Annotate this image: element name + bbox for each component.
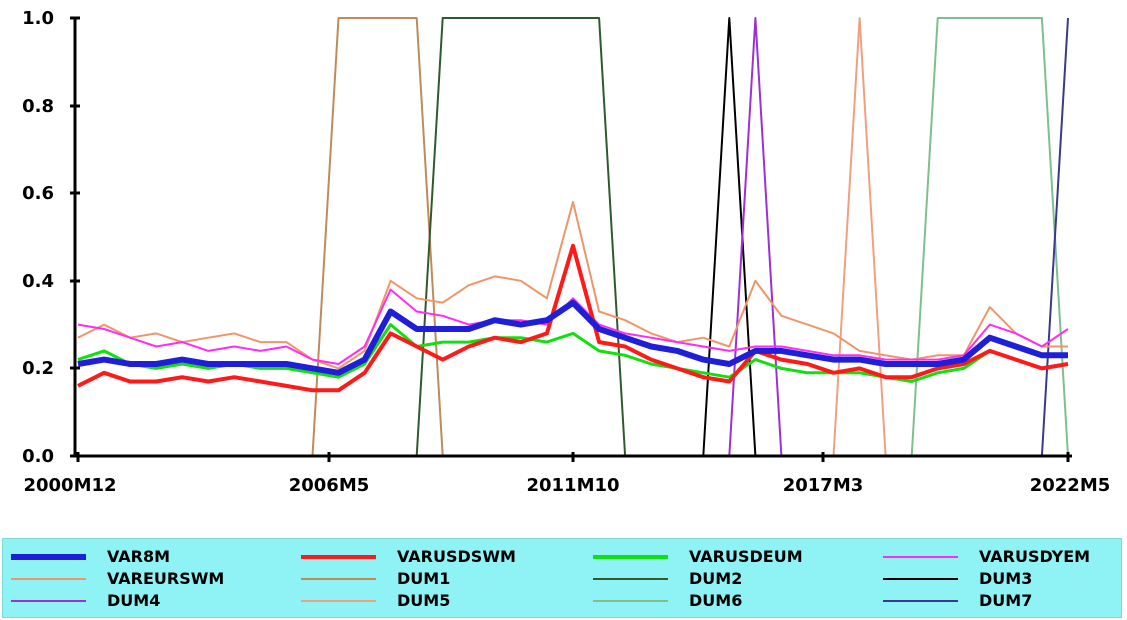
legend-label: DUM4 (107, 591, 161, 610)
x-tick: 2011M10 (526, 452, 620, 496)
legend-swatch (883, 578, 958, 580)
x-tick-label: 2011M10 (526, 475, 619, 496)
series-line-dum7 (78, 17, 1069, 457)
x-axis-ticks: 2000M12 2006M5 2011M10 2017M3 2022M5 (23, 452, 1110, 496)
series-layer (77, 17, 1069, 457)
legend-label: VARUSDEUM (689, 547, 803, 566)
legend-swatch (301, 578, 376, 580)
y-tick: 1.0 (22, 8, 80, 29)
legend-label: VAREURSWM (107, 569, 225, 588)
x-tick-label: 2022M5 (1030, 475, 1111, 496)
series-line-dum4 (78, 17, 1068, 457)
y-axis-ticks: 0.0 0.2 0.4 0.6 0.8 1.0 (22, 8, 80, 467)
legend-label: DUM7 (979, 591, 1033, 610)
series-line-varusdyem (77, 288, 1069, 365)
x-tick: 2000M12 (23, 452, 117, 496)
legend-label: DUM6 (689, 591, 743, 610)
y-tick: 0.0 (22, 446, 80, 467)
y-tick: 0.8 (22, 96, 80, 117)
series-line-vareurswm (77, 201, 1068, 370)
series-line-var8m (77, 299, 1068, 376)
series-line-dum6 (78, 17, 1069, 457)
legend-swatch (11, 554, 86, 560)
y-tick-label: 0.2 (22, 358, 54, 379)
legend-swatch (11, 578, 86, 580)
legend-swatch (883, 556, 958, 558)
legend-swatch (593, 578, 668, 580)
y-tick: 0.4 (22, 271, 80, 292)
series-line-varusdswm (77, 243, 1069, 393)
legend-label: VAR8M (107, 547, 171, 566)
x-tick: 2006M5 (289, 452, 370, 496)
series-line-dum2 (78, 17, 1068, 457)
series-line-dum3 (78, 17, 1068, 457)
legend-swatch (301, 600, 376, 602)
legend: VAR8M VAREURSWM DUM4 VARUSDSWM DUM1 DUM5… (2, 538, 1122, 618)
series-line-dum5 (78, 17, 1068, 457)
x-tick: 2022M5 (1030, 452, 1111, 496)
legend-label: VARUSDSWM (397, 547, 516, 566)
x-tick-label: 2000M12 (23, 475, 116, 496)
legend-label: DUM3 (979, 569, 1033, 588)
legend-label: DUM1 (397, 569, 451, 588)
legend-label: VARUSDYEM (979, 547, 1091, 566)
legend-label: DUM5 (397, 591, 451, 610)
y-tick-label: 0.0 (22, 446, 54, 467)
legend-label: DUM2 (689, 569, 743, 588)
legend-swatch (883, 600, 958, 602)
legend-swatch (593, 600, 668, 602)
series-line-dum1 (78, 17, 1068, 457)
x-tick-label: 2017M3 (783, 475, 864, 496)
legend-swatch (593, 555, 668, 559)
x-tick-label: 2006M5 (289, 475, 370, 496)
y-tick: 0.6 (22, 183, 80, 204)
legend-swatch (11, 600, 86, 602)
y-tick-label: 0.6 (22, 183, 54, 204)
legend-swatch (301, 555, 376, 559)
y-tick: 0.2 (22, 358, 80, 379)
x-tick: 2017M3 (783, 452, 864, 496)
y-tick-label: 1.0 (22, 8, 54, 29)
y-tick-label: 0.4 (22, 271, 54, 292)
y-tick-label: 0.8 (22, 96, 54, 117)
line-chart: 0.0 0.2 0.4 0.6 0.8 1.0 2000M12 2006M5 2… (22, 8, 1110, 496)
